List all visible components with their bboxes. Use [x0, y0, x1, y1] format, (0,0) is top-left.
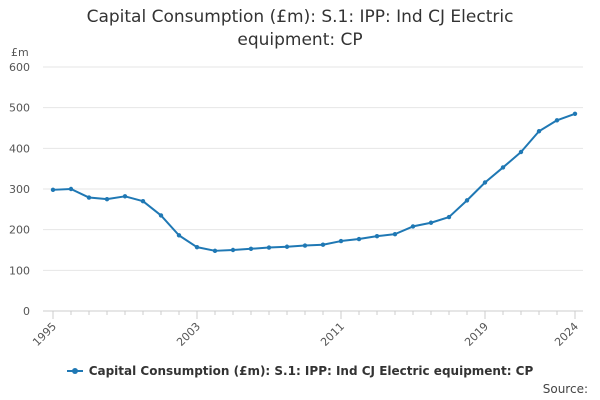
data-point — [68, 186, 74, 192]
y-axis-unit-label: £m — [11, 46, 29, 59]
data-point — [212, 248, 218, 254]
data-point — [482, 180, 488, 185]
data-point — [104, 196, 110, 202]
data-point — [446, 214, 452, 220]
data-point — [500, 165, 506, 170]
y-tick-label: 200 — [9, 224, 30, 237]
x-tick-label: 1995 — [30, 320, 59, 349]
data-point — [176, 233, 182, 238]
data-point — [464, 198, 470, 203]
data-point — [302, 243, 308, 248]
data-point — [266, 245, 272, 250]
data-point — [554, 118, 560, 123]
data-point — [50, 187, 56, 193]
x-tick-label: 2003 — [174, 320, 203, 349]
chart-title: Capital Consumption (£m): S.1: IPP: Ind … — [60, 6, 540, 52]
legend: Capital Consumption (£m): S.1: IPP: Ind … — [0, 364, 600, 379]
y-tick-label: 400 — [9, 142, 30, 155]
data-point — [140, 199, 146, 204]
data-point — [338, 238, 344, 244]
gridlines — [43, 66, 583, 271]
data-point — [230, 247, 236, 253]
data-point — [410, 224, 416, 229]
legend-item[interactable]: Capital Consumption (£m): S.1: IPP: Ind … — [66, 364, 534, 378]
axes: 0 100 200 300 400 500 600 1995 2003 2011 2019 2024 — [9, 61, 583, 349]
data-point — [320, 242, 326, 247]
x-tick-label: 2011 — [318, 320, 347, 349]
series-layer — [50, 111, 578, 254]
data-point — [284, 244, 290, 249]
series-line — [52, 112, 576, 252]
source-label: Source: — [542, 382, 588, 396]
legend-line-marker-icon — [66, 366, 83, 376]
data-point — [158, 213, 164, 218]
y-tick-label: 600 — [9, 61, 30, 74]
data-point — [356, 236, 362, 242]
data-point — [194, 244, 200, 250]
data-point — [248, 246, 254, 251]
data-point — [572, 111, 578, 116]
y-tick-label: 0 — [23, 305, 30, 318]
chart-title-line-2: equipment: CP — [237, 30, 363, 50]
data-point — [392, 231, 398, 237]
x-tick-label: 2019 — [462, 320, 491, 349]
y-tick-label: 100 — [9, 264, 30, 277]
legend-label: Capital Consumption (£m): S.1: IPP: Ind … — [88, 364, 534, 378]
data-point — [86, 195, 92, 200]
y-tick-label: 300 — [9, 183, 30, 196]
data-point — [536, 129, 542, 134]
data-point — [518, 149, 524, 155]
data-point — [122, 194, 128, 199]
data-point — [374, 233, 380, 239]
y-tick-label: 500 — [9, 102, 30, 115]
data-point — [428, 220, 434, 225]
chart-title-line-1: Capital Consumption (£m): S.1: IPP: Ind … — [86, 7, 514, 27]
x-tick-label: 2024 — [552, 320, 581, 349]
